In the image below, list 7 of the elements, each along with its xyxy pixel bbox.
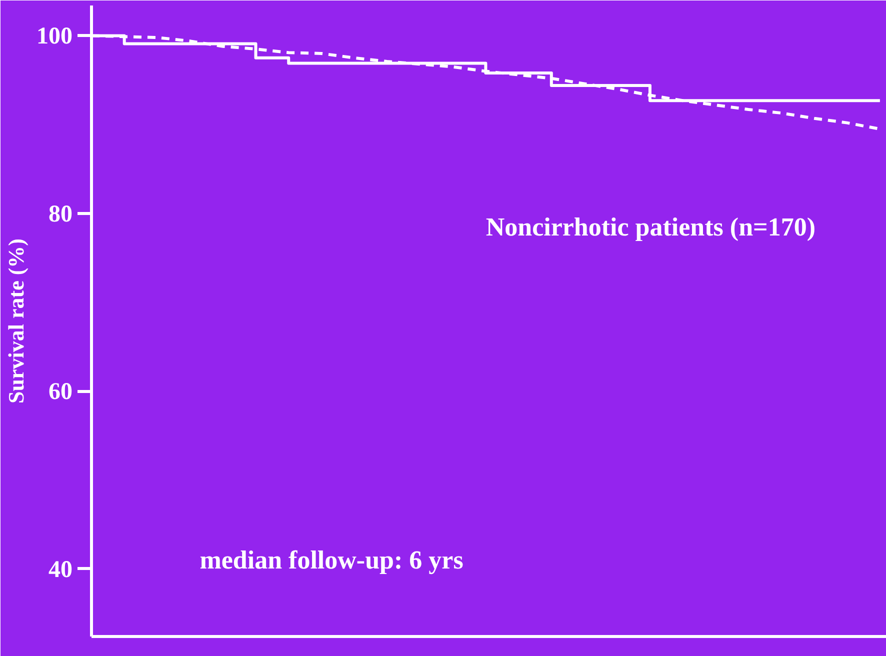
y-axis-title: Survival rate (%) [4,238,28,404]
y-tick-label: 40 [48,556,72,583]
y-tick-label: 60 [48,379,72,406]
annotation: median follow-up: 6 yrs [200,546,464,574]
annotation: Noncirrhotic patients (n=170) [486,212,816,242]
y-tick-label: 100 [36,24,72,50]
y-tick-label: 80 [48,201,72,228]
